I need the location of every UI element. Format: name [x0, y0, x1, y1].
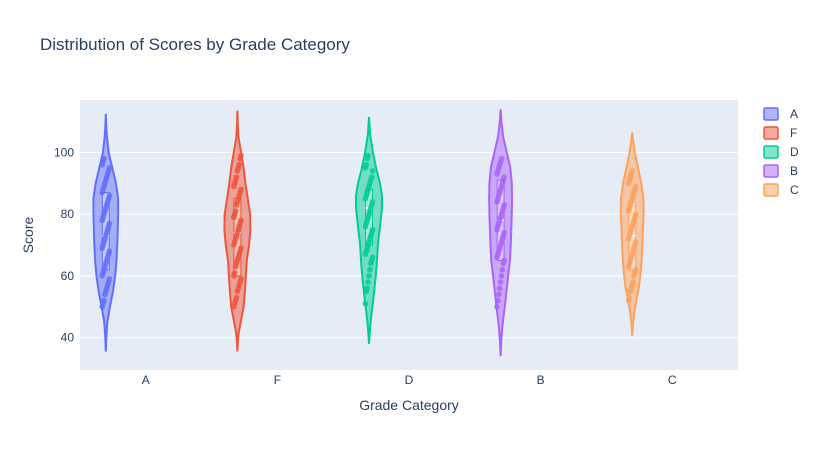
legend-swatch	[763, 107, 779, 121]
data-point	[101, 155, 107, 162]
data-point	[236, 162, 242, 168]
data-point	[369, 226, 376, 233]
violin-A	[92, 113, 120, 352]
data-point	[232, 208, 239, 214]
data-point	[629, 168, 635, 174]
data-point	[238, 217, 244, 224]
data-point	[369, 254, 376, 261]
violin-body-B	[488, 109, 514, 357]
data-point	[106, 276, 113, 282]
data-point	[633, 239, 639, 245]
legend-item-A[interactable]: A	[763, 107, 798, 121]
legend-label: C	[790, 183, 799, 197]
data-point	[501, 174, 508, 180]
x-tick-label: F	[274, 373, 281, 387]
legend-item-D[interactable]: D	[763, 145, 799, 159]
legend-item-F[interactable]: F	[763, 126, 797, 140]
data-point	[496, 285, 503, 292]
x-tick-label: B	[537, 373, 545, 387]
y-tick-label: 100	[54, 145, 74, 159]
data-point	[362, 300, 369, 307]
x-tick-label: C	[668, 373, 677, 387]
data-point	[498, 273, 505, 279]
legend-swatch	[763, 183, 779, 197]
data-point	[106, 220, 113, 227]
legend-label: F	[790, 126, 797, 140]
legend-label: B	[790, 164, 798, 178]
violin-body-D	[355, 116, 383, 344]
legend-item-B[interactable]: B	[763, 164, 798, 178]
data-point	[364, 285, 371, 292]
data-point	[495, 297, 501, 304]
violin-F	[223, 110, 252, 352]
data-point	[498, 155, 505, 162]
data-point	[231, 270, 238, 276]
data-point	[633, 211, 639, 217]
legend-swatch	[763, 126, 779, 140]
data-point	[494, 303, 500, 310]
violin-C	[619, 132, 645, 337]
data-point	[367, 266, 373, 273]
data-point	[633, 266, 639, 273]
data-point	[496, 291, 502, 298]
legend-item-C[interactable]: C	[763, 183, 799, 197]
data-point	[238, 186, 244, 193]
data-point	[366, 273, 372, 279]
legend-label: A	[790, 107, 798, 121]
data-point	[501, 202, 508, 208]
x-axis-title: Grade Category	[359, 397, 459, 413]
x-tick-label: A	[142, 373, 150, 387]
legend-label: D	[790, 145, 799, 159]
data-point	[233, 174, 240, 180]
data-point	[369, 199, 376, 205]
violins	[92, 109, 645, 357]
x-tick-label: D	[405, 373, 414, 387]
y-axis-title: Score	[20, 217, 36, 254]
data-point	[368, 174, 375, 180]
data-point	[106, 192, 113, 199]
data-point	[501, 229, 508, 236]
violin-D	[355, 116, 383, 344]
data-point	[630, 279, 636, 285]
data-point	[238, 276, 244, 282]
data-point	[501, 257, 508, 264]
data-point	[499, 266, 506, 273]
y-tick-label: 80	[61, 207, 75, 221]
data-point	[233, 294, 240, 301]
data-point	[106, 165, 113, 171]
data-point	[365, 152, 371, 159]
data-point	[238, 245, 244, 251]
y-axis-ticks: 40 60 80 100	[54, 145, 74, 344]
data-point	[365, 279, 371, 285]
data-point	[363, 162, 370, 168]
legend-swatch	[763, 164, 779, 178]
violin-B	[488, 109, 514, 357]
data-point	[497, 279, 504, 285]
data-point	[633, 183, 639, 190]
data-point	[238, 152, 244, 159]
data-point	[369, 168, 376, 174]
y-tick-label: 40	[61, 331, 75, 345]
data-point	[101, 297, 107, 304]
chart-title: Distribution of Scores by Grade Category	[40, 35, 350, 54]
legend-swatch	[763, 145, 779, 159]
data-point	[626, 294, 633, 301]
y-tick-label: 60	[61, 269, 75, 283]
data-point	[106, 248, 113, 254]
